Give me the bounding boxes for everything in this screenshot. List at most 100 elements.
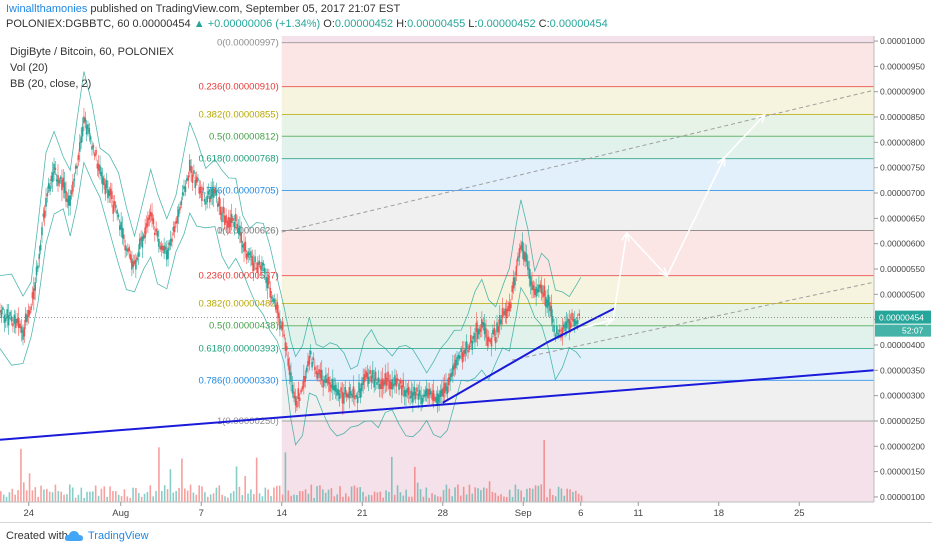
candle-body <box>30 306 32 310</box>
candle-body <box>389 381 392 390</box>
volume-bar <box>158 447 160 502</box>
volume-bar <box>488 481 491 502</box>
volume-bar <box>31 490 34 502</box>
candle-body <box>74 166 77 169</box>
candle-body <box>373 378 376 388</box>
candle-body <box>424 390 427 397</box>
volume-bar <box>465 494 468 502</box>
candle-body <box>298 397 301 401</box>
legend-volume[interactable]: Vol (20) <box>10 62 48 74</box>
volume-bar <box>408 496 410 502</box>
author-link[interactable]: Iwinallthamonies <box>6 3 88 15</box>
price-tick-label: 0.00000250 <box>880 416 925 426</box>
dashed-channel-line <box>511 281 875 361</box>
candle-body <box>236 223 238 230</box>
fib-upper-level-label: 0.382(0.00000855) <box>198 110 278 121</box>
chart-area[interactable]: 0(0.00000997) 0.236(0.00000910) 0.382(0.00… <box>0 36 932 522</box>
candle-body <box>334 384 337 392</box>
volume-bar <box>192 492 195 502</box>
volume-bar <box>198 485 200 502</box>
candle-body <box>186 178 188 182</box>
publish-info: Iwinallthamonies published on TradingVie… <box>6 3 400 15</box>
volume-bar <box>529 488 531 502</box>
candle-body <box>117 214 120 217</box>
volume-bar <box>442 490 445 502</box>
candle-body <box>142 235 145 239</box>
volume-bar <box>92 491 94 502</box>
candle-body <box>434 397 436 401</box>
candle-body <box>538 284 540 293</box>
volume-bar <box>322 489 324 502</box>
candle-body <box>251 256 254 266</box>
candle-body <box>568 319 571 331</box>
candle-body <box>578 313 581 316</box>
volume-bar <box>40 485 42 502</box>
candle-body <box>490 337 493 347</box>
candle-body <box>316 372 319 379</box>
tradingview-brand[interactable]: TradingView <box>88 530 149 542</box>
candle-body <box>167 247 169 259</box>
legend-bollinger[interactable]: BB (20, close, 2) <box>10 78 92 90</box>
candle-body <box>341 392 344 404</box>
volume-bar <box>207 496 209 502</box>
candle-body <box>352 386 355 398</box>
candle-body <box>113 201 116 206</box>
candle-body <box>219 207 222 215</box>
candle-body <box>504 308 507 316</box>
candle-body <box>329 382 331 392</box>
candle-body <box>34 282 36 291</box>
candle-body <box>148 215 151 220</box>
volume-bar <box>385 490 387 502</box>
candle-body <box>65 190 67 202</box>
countdown-label: 52:07 <box>902 326 924 336</box>
candle-body <box>116 210 118 214</box>
price-tick-label: 0.00000700 <box>880 188 925 198</box>
candle-body <box>409 395 411 399</box>
candle-body <box>171 238 173 242</box>
price-chart[interactable]: 0(0.00000997) 0.236(0.00000910) 0.382(0.00… <box>0 36 932 522</box>
volume-bar <box>353 485 356 502</box>
candle-body <box>191 174 194 184</box>
price-tick-label: 0.00000850 <box>880 112 925 122</box>
candle-body <box>137 252 140 257</box>
candle-body <box>85 125 88 135</box>
candle-body <box>383 381 385 387</box>
candle-body <box>67 195 70 206</box>
candle-body <box>279 318 281 330</box>
candle-body <box>510 302 512 309</box>
candle-body <box>37 265 39 269</box>
time-tick-label: Sep <box>515 508 532 519</box>
projection-arrowhead <box>756 113 767 124</box>
candle-body <box>63 182 66 194</box>
volume-bar <box>14 494 16 502</box>
candle-body <box>332 378 334 390</box>
volume-bar <box>500 494 502 502</box>
candle-body <box>108 190 111 196</box>
volume-bar <box>451 496 453 502</box>
volume-bar <box>241 495 244 502</box>
candle-body <box>123 234 125 240</box>
candle-body <box>521 241 524 252</box>
candle-body <box>284 342 287 351</box>
fib-lower-level-label: 0.618(0.00000393) <box>198 344 278 355</box>
volume-bar <box>296 494 298 502</box>
volume-bar <box>520 490 522 502</box>
candle-body <box>438 394 440 403</box>
candle-body <box>494 337 497 344</box>
candle-body <box>49 185 51 192</box>
candle-body <box>336 388 338 396</box>
candle-body <box>226 220 229 228</box>
candle-body <box>50 175 53 181</box>
volume-bar <box>123 489 126 502</box>
close-value: 0.00000454 <box>549 18 608 30</box>
trendline <box>442 342 547 404</box>
volume-bar <box>543 439 545 502</box>
candle-body <box>309 351 312 355</box>
candle-body <box>222 206 225 214</box>
candle-body <box>458 355 461 359</box>
volume-bar <box>508 489 511 502</box>
tradingview-cloud-icon[interactable] <box>64 529 84 543</box>
candle-body <box>163 245 165 254</box>
candle-body <box>69 195 71 206</box>
candle-body <box>378 383 381 389</box>
